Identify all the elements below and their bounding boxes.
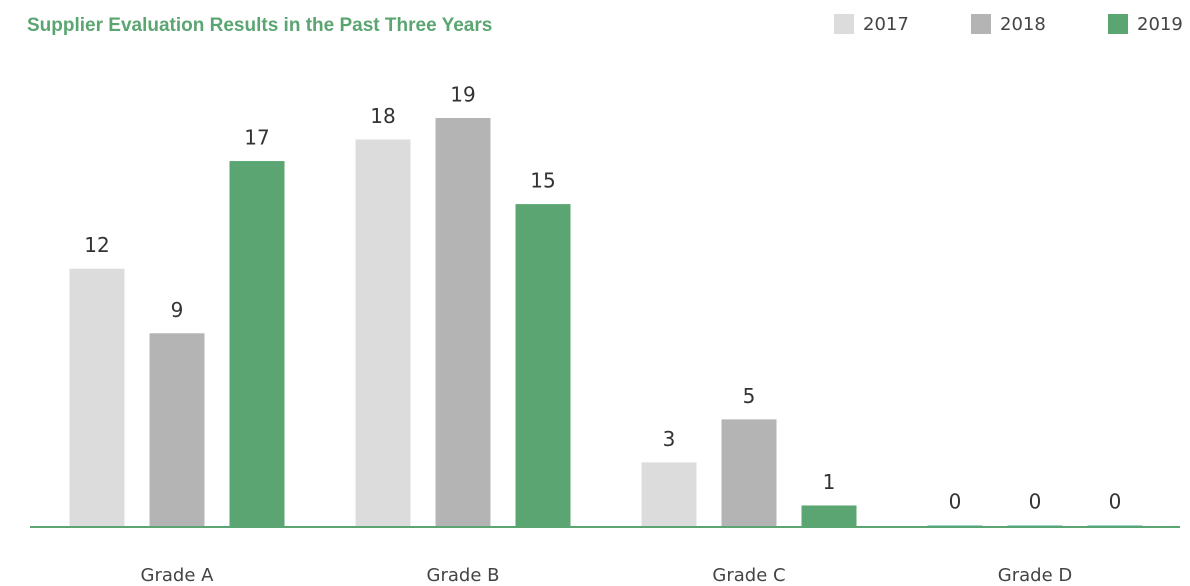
legend-swatch <box>834 14 854 34</box>
value-label: 18 <box>370 104 395 128</box>
value-label: 3 <box>663 427 676 451</box>
x-tick-label: Grade D <box>998 565 1072 586</box>
value-label: 1 <box>823 470 836 494</box>
value-label: 12 <box>84 233 109 257</box>
value-label: 5 <box>743 384 756 408</box>
bar <box>641 462 697 527</box>
value-label: 17 <box>244 126 269 150</box>
bar <box>801 505 857 527</box>
legend-label: 2019 <box>1137 14 1183 35</box>
value-label: 0 <box>1029 490 1042 514</box>
value-label: 15 <box>530 169 555 193</box>
bar <box>355 139 411 528</box>
x-tick-label: Grade A <box>141 565 215 586</box>
legend-label: 2017 <box>863 14 909 35</box>
bar <box>229 161 285 528</box>
value-label: 9 <box>171 298 184 322</box>
x-tick-label: Grade B <box>427 565 500 586</box>
bar <box>515 204 571 527</box>
chart-title: Supplier Evaluation Results in the Past … <box>27 15 492 36</box>
value-label: 0 <box>1109 490 1122 514</box>
bar <box>721 419 777 527</box>
bar <box>149 333 205 527</box>
legend-label: 2018 <box>1000 14 1046 35</box>
value-label: 0 <box>949 490 962 514</box>
x-tick-label: Grade C <box>712 565 785 586</box>
bar <box>435 118 491 527</box>
value-label: 19 <box>450 83 475 107</box>
bar <box>69 268 125 527</box>
legend-swatch <box>1108 14 1128 34</box>
legend-swatch <box>971 14 991 34</box>
